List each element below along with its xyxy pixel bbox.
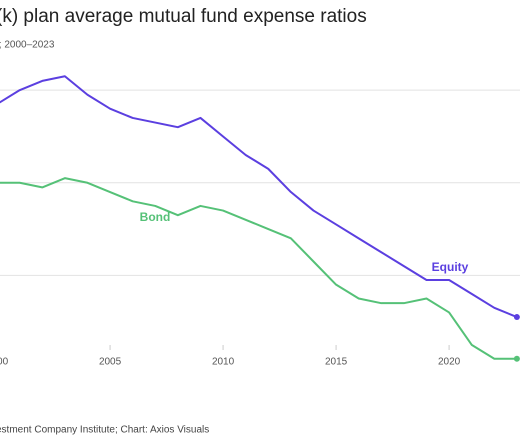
x-tick-label: 2020 (438, 357, 461, 368)
x-tick-label: 2015 (325, 357, 348, 368)
chart-subtitle: t; 2000–2023 (0, 40, 55, 51)
end-dot (513, 355, 520, 362)
series-line (0, 75, 518, 318)
series-label: Equity (432, 260, 469, 274)
series-label: Bond (140, 210, 171, 224)
end-dot (513, 314, 520, 321)
chart-title: (k) plan average mutual fund expense rat… (0, 6, 367, 27)
series-line (0, 177, 517, 360)
x-tick-label: 2005 (99, 357, 122, 368)
x-tick-label: 2000 (0, 357, 9, 368)
x-tick-label: 2010 (212, 357, 235, 368)
source: estment Company Institute; Chart: Axios … (0, 425, 209, 436)
